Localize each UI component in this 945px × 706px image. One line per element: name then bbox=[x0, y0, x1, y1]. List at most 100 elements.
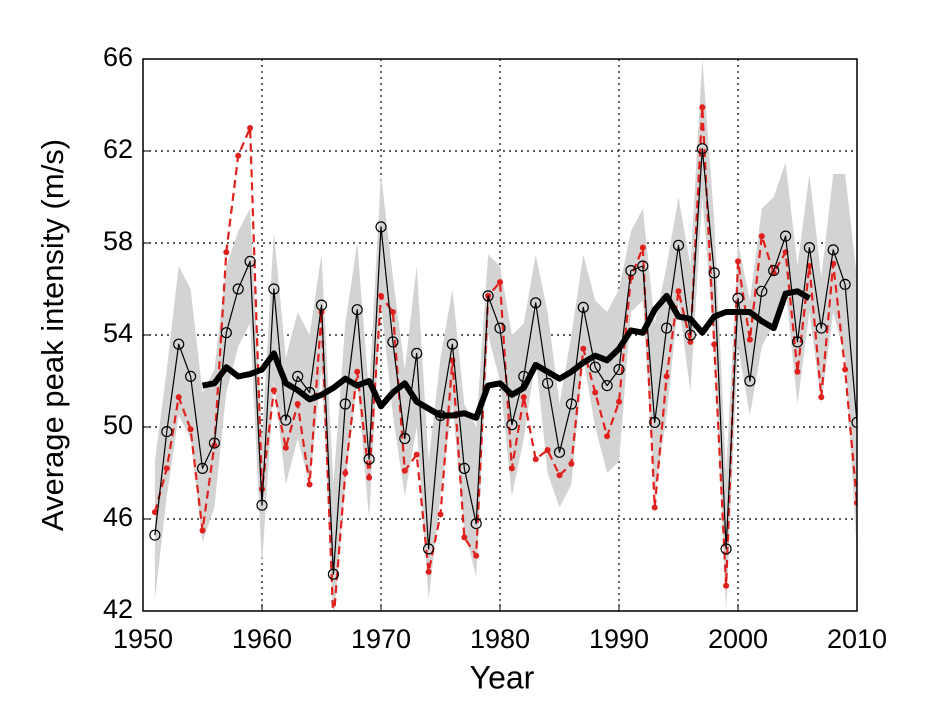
point-marker bbox=[541, 377, 554, 389]
point-marker bbox=[366, 474, 373, 481]
x-tick-label: 1990 bbox=[589, 624, 649, 654]
point-marker bbox=[446, 338, 458, 350]
point-marker bbox=[339, 398, 351, 410]
point-marker bbox=[791, 336, 804, 348]
point-marker bbox=[565, 398, 578, 410]
point-marker bbox=[256, 499, 268, 511]
point-marker bbox=[363, 453, 375, 465]
point-marker bbox=[687, 338, 694, 345]
point-marker bbox=[711, 341, 718, 348]
point-marker bbox=[401, 467, 408, 474]
point-marker bbox=[746, 336, 753, 343]
point-marker bbox=[839, 278, 851, 290]
point-marker bbox=[580, 345, 587, 352]
point-marker bbox=[818, 394, 825, 401]
x-axis-label: Year bbox=[470, 659, 535, 695]
point-marker bbox=[413, 451, 420, 458]
point-marker bbox=[375, 221, 387, 233]
point-marker bbox=[175, 394, 182, 401]
point-marker bbox=[601, 380, 613, 392]
point-marker bbox=[684, 329, 697, 341]
point-marker bbox=[508, 465, 515, 472]
point-marker bbox=[411, 347, 423, 359]
point-marker bbox=[315, 299, 328, 311]
point-marker bbox=[378, 292, 384, 299]
point-marker bbox=[292, 370, 304, 382]
point-marker bbox=[259, 486, 265, 493]
point-marker bbox=[815, 322, 827, 334]
point-marker bbox=[758, 233, 765, 240]
point-marker bbox=[553, 446, 566, 458]
point-marker bbox=[556, 472, 563, 479]
point-marker bbox=[163, 465, 170, 472]
point-marker bbox=[149, 529, 161, 541]
point-marker bbox=[494, 322, 506, 334]
point-marker bbox=[187, 426, 194, 433]
point-marker bbox=[282, 444, 289, 451]
point-marker bbox=[232, 283, 244, 295]
point-marker bbox=[851, 416, 857, 428]
point-marker bbox=[399, 432, 411, 445]
point-marker bbox=[732, 292, 744, 304]
point-marker bbox=[208, 437, 220, 449]
point-marker bbox=[458, 462, 470, 474]
x-tick-label: 1950 bbox=[113, 624, 173, 654]
point-marker bbox=[672, 239, 685, 251]
x-tick-label: 1970 bbox=[351, 624, 411, 654]
y-tick-label: 42 bbox=[103, 594, 133, 624]
point-marker bbox=[768, 265, 780, 277]
point-marker bbox=[161, 426, 173, 438]
y-tick-label: 62 bbox=[103, 134, 133, 164]
point-marker bbox=[651, 504, 658, 511]
series-line bbox=[201, 288, 811, 421]
point-marker bbox=[660, 322, 673, 334]
point-marker bbox=[294, 401, 301, 407]
point-marker bbox=[735, 258, 741, 265]
point-marker bbox=[306, 481, 313, 488]
y-tick-label: 66 bbox=[103, 42, 133, 72]
point-marker bbox=[244, 255, 256, 267]
uncertainty-band bbox=[154, 59, 857, 611]
point-marker bbox=[649, 416, 661, 428]
point-marker bbox=[235, 152, 242, 159]
point-marker bbox=[425, 568, 432, 575]
point-marker bbox=[723, 582, 730, 589]
point-marker bbox=[604, 433, 611, 440]
x-tick-label: 2010 bbox=[827, 624, 887, 654]
y-tick-label: 54 bbox=[103, 318, 133, 348]
point-marker bbox=[437, 511, 444, 518]
point-marker bbox=[639, 244, 646, 251]
point-marker bbox=[470, 517, 482, 530]
point-marker bbox=[625, 265, 637, 277]
point-marker bbox=[506, 419, 518, 431]
point-marker bbox=[756, 285, 768, 297]
point-marker bbox=[351, 304, 363, 316]
point-marker bbox=[592, 389, 599, 396]
point-marker bbox=[268, 283, 280, 295]
point-marker bbox=[794, 368, 801, 375]
point-marker bbox=[806, 263, 813, 269]
point-marker bbox=[827, 244, 839, 256]
point-marker bbox=[461, 534, 468, 541]
x-tick-label: 1960 bbox=[232, 624, 292, 654]
point-marker bbox=[708, 267, 720, 279]
point-marker bbox=[342, 470, 349, 476]
x-tick-label: 2000 bbox=[708, 624, 768, 654]
point-marker bbox=[637, 260, 649, 272]
point-marker bbox=[389, 309, 396, 315]
point-marker bbox=[220, 327, 232, 339]
point-marker bbox=[577, 301, 589, 313]
point-marker bbox=[696, 143, 708, 155]
point-marker bbox=[247, 125, 254, 131]
point-marker bbox=[779, 230, 792, 242]
point-marker bbox=[173, 338, 185, 350]
point-marker bbox=[842, 366, 849, 373]
point-marker bbox=[482, 290, 494, 302]
point-marker bbox=[532, 456, 539, 463]
y-axis-label: Average peak intensity (m/s) bbox=[35, 139, 70, 531]
plot-area bbox=[143, 59, 857, 611]
y-tick-label: 46 bbox=[103, 502, 133, 532]
point-marker bbox=[803, 242, 816, 254]
